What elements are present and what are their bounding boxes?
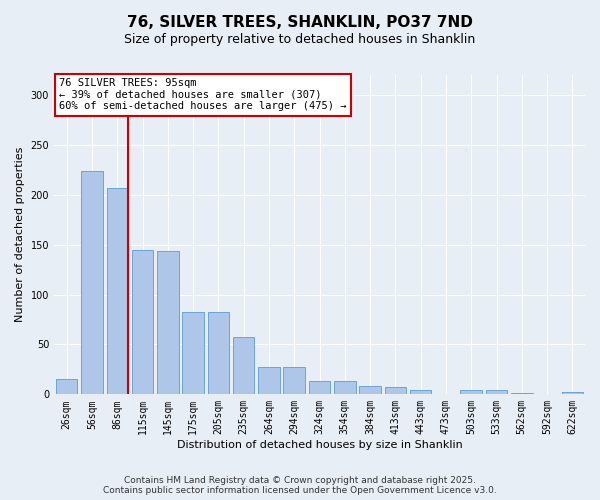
Text: Contains HM Land Registry data © Crown copyright and database right 2025.
Contai: Contains HM Land Registry data © Crown c… <box>103 476 497 495</box>
Bar <box>56 380 77 394</box>
Bar <box>233 338 254 394</box>
Bar <box>460 390 482 394</box>
X-axis label: Distribution of detached houses by size in Shanklin: Distribution of detached houses by size … <box>176 440 463 450</box>
Y-axis label: Number of detached properties: Number of detached properties <box>15 147 25 322</box>
Bar <box>132 250 153 394</box>
Bar <box>359 386 381 394</box>
Bar <box>208 312 229 394</box>
Bar <box>334 382 356 394</box>
Bar <box>486 390 507 394</box>
Bar <box>157 250 179 394</box>
Bar <box>562 392 583 394</box>
Text: 76, SILVER TREES, SHANKLIN, PO37 7ND: 76, SILVER TREES, SHANKLIN, PO37 7ND <box>127 15 473 30</box>
Bar <box>385 388 406 394</box>
Bar <box>182 312 204 394</box>
Text: Size of property relative to detached houses in Shanklin: Size of property relative to detached ho… <box>124 32 476 46</box>
Bar <box>309 382 330 394</box>
Bar <box>410 390 431 394</box>
Text: 76 SILVER TREES: 95sqm
← 39% of detached houses are smaller (307)
60% of semi-de: 76 SILVER TREES: 95sqm ← 39% of detached… <box>59 78 347 112</box>
Bar <box>81 171 103 394</box>
Bar <box>107 188 128 394</box>
Bar <box>283 368 305 394</box>
Bar <box>258 368 280 394</box>
